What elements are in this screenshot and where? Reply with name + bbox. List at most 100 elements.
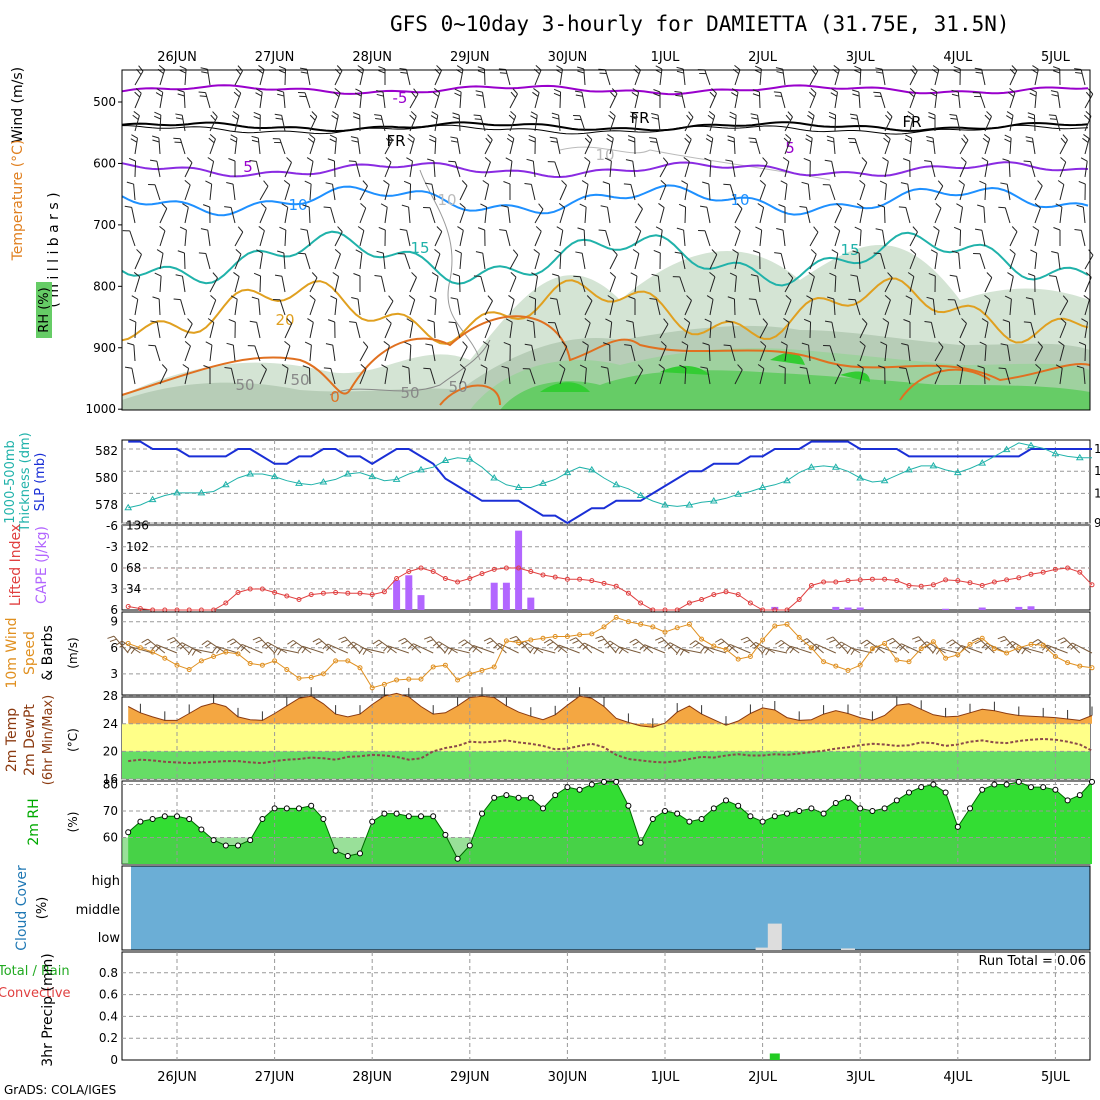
wind10-barb-feather [252,636,260,641]
upper-wind-barb [209,277,218,293]
cape-bar [490,582,498,610]
upper-wind-barb [284,68,287,86]
li-tick-label: 3 [110,582,118,596]
upper-wind-barb [829,345,836,362]
contour-label: 50 [448,378,467,396]
upper-wind-barb-feather [762,318,768,325]
lifted-index-marker [308,592,314,598]
upper-wind-barb-feather [686,114,692,121]
upper-wind-barb-feather [626,319,634,323]
rh2m-marker [662,808,668,814]
upper-wind-barb [1084,93,1094,109]
ytick-pres-label: 800 [93,279,116,293]
wind10-barb-feather [639,644,645,651]
upper-wind-barb [559,230,564,247]
upper-wind-barb-feather [709,272,716,278]
upper-wind-barb-feather [503,341,511,346]
upper-wind-barb [357,299,361,316]
upper-wind-barb-feather [1060,137,1067,144]
ytick-pres-label: 700 [93,218,116,232]
upper-wind-barb [181,115,186,132]
wind10-barb-feather [984,644,991,651]
wind10-marker [467,671,473,677]
upper-wind-barb-feather [676,227,684,231]
upper-wind-barb [482,253,486,270]
upper-wind-barb [534,253,540,270]
upper-wind-barb-feather [607,134,614,139]
date-label-bottom: 30JUN [548,1070,588,1085]
upper-wind-barb [808,345,811,362]
upper-wind-barb [281,115,286,132]
rh2m-marker [991,781,998,788]
upper-wind-barb [1082,207,1086,224]
upper-wind-barb-feather [533,249,540,255]
wind10-barb-feather [899,645,906,651]
upper-wind-barb-feather [776,227,784,231]
wind10-barb-feather [946,639,953,644]
cloud-low-bar [767,923,782,950]
wind10-barb-feather [436,643,443,649]
upper-wind-barb [509,322,513,339]
upper-wind-barb-feather [681,180,688,185]
thickness-marker [173,488,181,496]
upper-wind-barb-feather [376,89,384,93]
thickness-marker [856,474,865,481]
upper-wind-barb-feather [152,296,160,300]
upper-wind-barb [1084,299,1090,316]
upper-wind-barb-feather [281,364,289,369]
lifted-index-marker [369,592,375,598]
upper-wind-barb [709,322,712,339]
wind10-marker [308,674,314,680]
upper-wind-barb-feather [124,366,133,369]
upper-wind-barb [534,276,538,293]
upper-wind-barb-feather [785,295,792,301]
upper-wind-barb-feather [998,367,1006,370]
upper-wind-barb [284,184,291,201]
lifted-index-marker [930,582,936,588]
upper-wind-barb [1034,69,1039,86]
upper-wind-barb-feather [983,134,990,140]
rh2m-marker [649,815,656,822]
upper-wind-barb [279,299,286,316]
upper-wind-barb [131,207,136,224]
wind10-marker [1077,663,1083,669]
upper-wind-barb-feather [530,115,537,120]
upper-wind-barb-feather [699,205,708,208]
upper-wind-barb-feather [901,342,909,346]
upper-wind-barb-feather [602,342,610,346]
upper-wind-barb [433,161,436,178]
upper-wind-barb [154,184,161,201]
wind10-marker [967,641,973,647]
lifted-index-marker [577,576,583,582]
upper-wind-barb [129,230,136,247]
upper-wind-barb-feather [658,364,665,370]
upper-wind-barb [405,69,411,86]
upper-wind-barb-feather [329,134,337,139]
upper-wind-barb-feather [385,318,392,324]
wind10-marker [906,659,912,665]
upper-wind-barb [579,115,586,132]
upper-wind-barb-feather [1002,319,1010,323]
upper-wind-barb [630,184,636,201]
upper-wind-barb [1005,368,1011,385]
wind10-marker [296,675,302,681]
upper-wind-barb-feather [711,249,718,255]
upper-wind-barb [134,138,138,155]
upper-wind-barb-feather [783,137,790,144]
wind10-barb-feather [582,644,589,650]
upper-wind-barb-feather [651,112,659,116]
upper-wind-barb-feather [584,137,591,144]
upper-wind-barb [1059,139,1068,155]
contour-label: FR [386,132,405,150]
lifted-index-marker [455,579,461,585]
thickness-marker [758,483,767,490]
upper-wind-barb-feather [353,116,360,120]
upper-wind-barb [355,322,361,339]
upper-wind-barb-feather [186,157,193,163]
ytick-pres-label: 1000 [85,402,116,416]
upper-wind-barb [709,138,714,155]
upper-wind-barb [834,230,841,247]
upper-wind-barb-feather [775,67,783,70]
temp2m-line [127,692,1093,728]
upper-wind-barb [957,92,961,109]
